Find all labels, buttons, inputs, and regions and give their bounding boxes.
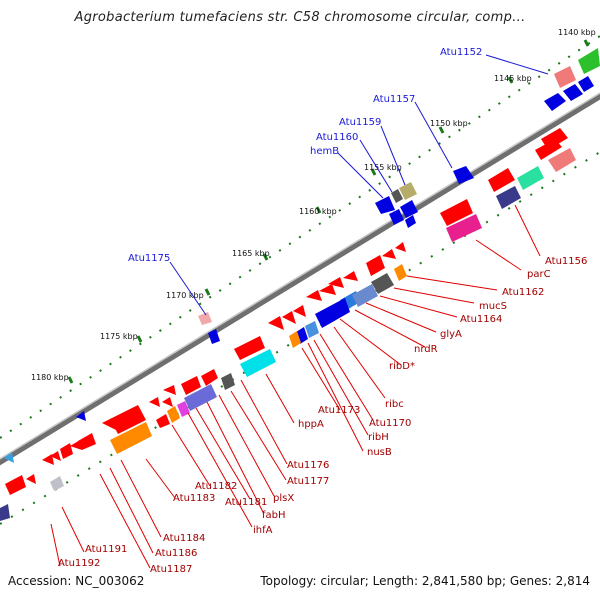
genome-stats-text: Topology: circular; Length: 2,841,580 bp… bbox=[260, 574, 590, 588]
gene-label[interactable]: Atu1192 bbox=[58, 558, 100, 569]
gene-label[interactable]: Atu1176 bbox=[287, 460, 329, 471]
gene-label[interactable]: Atu1184 bbox=[163, 533, 205, 544]
chromosome-backbone bbox=[0, 92, 600, 466]
tick-label: 1180 kbp bbox=[31, 373, 69, 382]
gene-label[interactable]: Atu1182 bbox=[195, 481, 237, 492]
gene-label[interactable]: Atu1156 bbox=[545, 256, 587, 267]
gene-label[interactable]: ribD* bbox=[389, 361, 415, 372]
gene-label[interactable]: ribc bbox=[385, 399, 404, 410]
tick-label: 1160 kbp bbox=[299, 207, 337, 216]
tick-label: 1175 kbp bbox=[100, 332, 138, 341]
tick-label: 1165 kbp bbox=[232, 249, 270, 258]
gene-labels-below: Atu1156 parC Atu1162 mucS Atu1164 glyA n… bbox=[58, 256, 587, 575]
scale-labels: 1140 kbp 1145 kbp 1150 kbp 1155 kbp 1160… bbox=[31, 28, 596, 382]
tick-label: 1155 kbp bbox=[364, 163, 402, 172]
gene-label[interactable]: ribH bbox=[368, 432, 389, 443]
tick-label: 1170 kbp bbox=[166, 291, 204, 300]
tick-label: 1150 kbp bbox=[430, 119, 468, 128]
gene-label[interactable]: nusB bbox=[367, 447, 392, 458]
forward-strand-genes bbox=[0, 48, 600, 521]
gene-label[interactable]: Atu1191 bbox=[85, 544, 127, 555]
gene-label[interactable]: Atu1164 bbox=[460, 314, 502, 325]
gene-label[interactable]: Atu1157 bbox=[373, 94, 415, 105]
map-title: Agrobacterium tumefaciens str. C58 chrom… bbox=[74, 10, 526, 25]
gene-label[interactable]: Atu1186 bbox=[155, 548, 197, 559]
gene-labels-above: Atu1152 Atu1157 Atu1159 Atu1160 hemB Atu… bbox=[128, 47, 482, 264]
gene-label[interactable]: parC bbox=[527, 269, 551, 280]
gene-label[interactable]: Atu1183 bbox=[173, 493, 215, 504]
gene-label[interactable]: Atu1187 bbox=[150, 564, 192, 575]
gene-label[interactable]: Atu1173 bbox=[318, 405, 360, 416]
gene-label[interactable]: ihfA bbox=[253, 525, 273, 536]
gene-label[interactable]: mucS bbox=[479, 301, 507, 312]
gene-label[interactable]: Atu1152 bbox=[440, 47, 482, 58]
reverse-strand-genes bbox=[5, 128, 576, 495]
gene-label[interactable]: fabH bbox=[262, 510, 286, 521]
gene-label[interactable]: nrdR bbox=[414, 344, 438, 355]
gene-label[interactable]: glyA bbox=[440, 329, 462, 340]
gene-label[interactable]: Atu1162 bbox=[502, 287, 544, 298]
gene-label[interactable]: Atu1160 bbox=[316, 132, 358, 143]
gene-label[interactable]: Atu1170 bbox=[369, 418, 411, 429]
gene-label[interactable]: Atu1159 bbox=[339, 117, 381, 128]
leader-lines-below bbox=[50, 204, 541, 569]
tick-label: 1145 kbp bbox=[494, 74, 532, 83]
gene-label[interactable]: Atu1175 bbox=[128, 253, 170, 264]
gene-label[interactable]: hemB bbox=[310, 146, 339, 157]
gene-label[interactable]: plsX bbox=[273, 493, 294, 504]
gene-label[interactable]: Atu1181 bbox=[225, 497, 267, 508]
accession-text: Accession: NC_003062 bbox=[8, 574, 145, 588]
scale-ticks bbox=[67, 39, 590, 384]
leader-lines-above bbox=[169, 54, 549, 316]
gene-label[interactable]: Atu1177 bbox=[287, 476, 329, 487]
gene-label[interactable]: hppA bbox=[298, 419, 324, 430]
tick-label: 1140 kbp bbox=[558, 28, 596, 37]
